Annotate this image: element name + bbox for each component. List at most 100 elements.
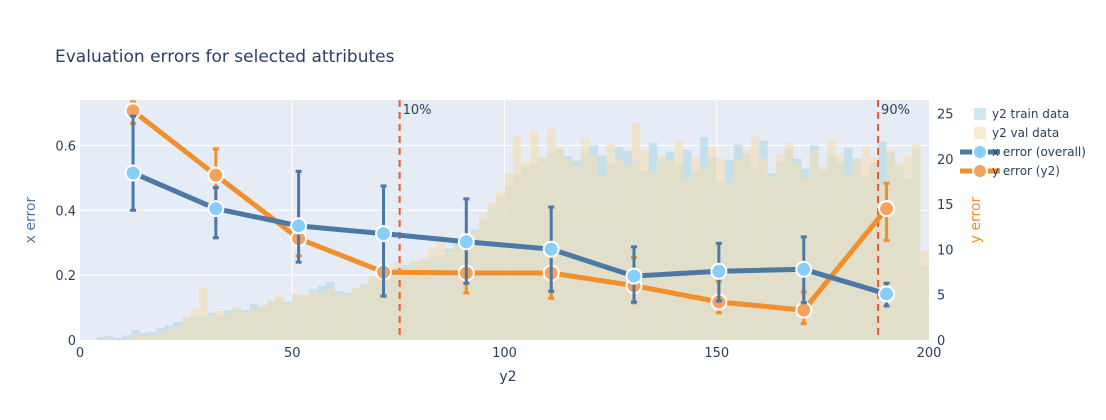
val-hist-bar xyxy=(402,266,412,340)
val-hist-bar xyxy=(801,177,811,340)
val-hist-bar xyxy=(589,154,598,340)
train-hist-bar xyxy=(113,338,123,340)
val-hist-bar xyxy=(648,171,658,340)
legend-val-swatch xyxy=(974,127,986,139)
val-hist-bar xyxy=(207,315,216,340)
legend-train-swatch xyxy=(974,108,986,120)
val-hist-bar xyxy=(317,292,327,340)
val-hist-bar xyxy=(351,288,361,340)
val-hist-bar xyxy=(852,160,862,340)
val-hist-bar xyxy=(895,163,904,340)
legend-y-error-marker xyxy=(972,163,988,179)
val-hist-bar xyxy=(241,312,250,340)
val-hist-bar xyxy=(377,270,386,340)
x-error-point xyxy=(457,233,475,251)
y-left-tick-label: 0 xyxy=(68,334,76,349)
y-error-point xyxy=(207,166,225,184)
x-error-point xyxy=(710,262,728,280)
val-hist-bar xyxy=(784,142,794,340)
y-right-tick-label: 5 xyxy=(937,289,945,304)
val-hist-bar xyxy=(759,157,768,340)
val-hist-bar xyxy=(793,164,802,340)
x-error-point xyxy=(878,285,896,303)
val-hist-bar xyxy=(563,158,573,340)
val-hist-bar xyxy=(776,153,785,340)
chart-title: Evaluation errors for selected attribute… xyxy=(55,47,395,67)
y-left-tick-label: 0.4 xyxy=(55,204,76,219)
val-hist-bar xyxy=(385,264,395,340)
val-hist-bar xyxy=(232,307,242,340)
x-error-point xyxy=(124,164,142,182)
error-series xyxy=(124,100,896,326)
val-hist-bar xyxy=(555,148,564,340)
val-hist-bar xyxy=(623,165,632,340)
y-left-tick-label: 0.2 xyxy=(55,269,76,284)
val-hist-bar xyxy=(190,308,199,340)
val-hist-bar xyxy=(156,331,165,340)
val-hist-bar xyxy=(665,160,675,340)
val-hist-bar xyxy=(861,146,870,340)
val-hist-bar xyxy=(258,305,267,340)
val-hist-bar xyxy=(215,311,225,340)
val-hist-bar xyxy=(674,140,683,340)
val-hist-bar xyxy=(411,260,420,340)
val-hist-bar xyxy=(810,150,819,340)
val-hist-bar xyxy=(878,185,887,340)
val-hist-bar xyxy=(130,333,140,340)
x-tick-label: 50 xyxy=(284,346,301,361)
val-hist-bar xyxy=(912,144,921,340)
y-right-tick-label: 0 xyxy=(937,334,945,349)
val-hist-bar xyxy=(105,337,114,340)
x-error-point xyxy=(375,225,393,243)
val-hist-bar xyxy=(597,176,607,340)
val-hist-bar xyxy=(742,149,751,340)
percentile-label: 10% xyxy=(403,103,432,118)
y-error-point xyxy=(878,200,896,218)
x-tick-label: 0 xyxy=(76,346,84,361)
val-hist-bar xyxy=(122,338,131,340)
y-left-axis-title: x error xyxy=(23,196,39,243)
val-hist-bar xyxy=(504,173,513,340)
x-error-point xyxy=(625,267,643,285)
val-hist-bar xyxy=(496,192,505,340)
val-hist-bar xyxy=(479,213,488,340)
val-hist-bar xyxy=(266,300,276,340)
val-hist-bar xyxy=(283,303,293,340)
val-hist-bar xyxy=(869,157,879,340)
val-hist-bar xyxy=(445,251,454,340)
y-right-tick-label: 20 xyxy=(937,153,954,168)
val-hist-bar xyxy=(920,250,929,340)
y-right-tick-label: 10 xyxy=(937,243,954,258)
val-hist-bar xyxy=(606,143,615,340)
y-error-point xyxy=(795,301,813,319)
val-hist-bar xyxy=(767,176,777,340)
val-hist-bar xyxy=(326,287,335,340)
val-hist-bar xyxy=(631,122,641,340)
val-hist-bar xyxy=(334,293,344,340)
val-hist-bar xyxy=(470,231,480,340)
y-right-tick-label: 25 xyxy=(937,108,954,123)
val-hist-bar xyxy=(827,138,836,340)
val-hist-bar xyxy=(428,247,437,340)
val-hist-bar xyxy=(682,178,692,340)
val-hist-bar xyxy=(139,335,148,340)
val-hist-bar xyxy=(614,158,624,340)
val-hist-bar xyxy=(224,313,233,340)
val-hist-bar xyxy=(292,293,301,340)
legend-val-label: y2 val data xyxy=(992,126,1059,140)
x-axis-title: y2 xyxy=(499,369,516,385)
val-hist-bar xyxy=(708,147,717,340)
val-hist-bar xyxy=(419,257,429,340)
legend[interactable]: y2 train data y2 val data x error (overall… xyxy=(960,107,1086,179)
val-hist-bar xyxy=(368,275,378,340)
val-hist-bar xyxy=(733,159,743,340)
val-hist-bar xyxy=(818,166,828,340)
x-error-line xyxy=(132,170,888,297)
x-tick-label: 150 xyxy=(704,346,729,361)
val-hist-bar xyxy=(436,234,446,340)
y-left-tick-label: 0.6 xyxy=(55,139,76,154)
val-hist-bar xyxy=(699,167,709,340)
y-right-tick-label: 15 xyxy=(937,198,954,213)
